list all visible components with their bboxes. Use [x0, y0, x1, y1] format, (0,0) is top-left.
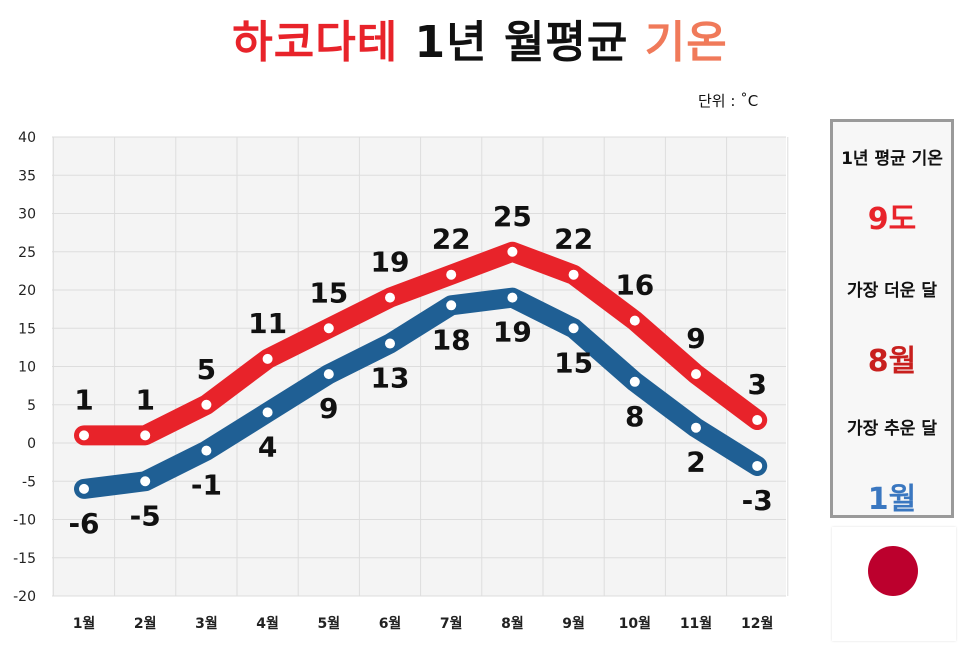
y-tick-label: 25	[18, 245, 36, 261]
unit-label: 단위 : ˚C	[698, 92, 759, 110]
y-tick-label: 35	[18, 168, 36, 184]
data-point-high	[261, 352, 274, 365]
data-point-low	[200, 444, 213, 457]
data-point-low	[261, 406, 274, 419]
data-label-high: 3	[747, 368, 766, 401]
x-tick-label: 12월	[741, 615, 773, 632]
annual-average-label: 1년 평균 기온	[841, 149, 943, 169]
data-label-low: 2	[686, 446, 705, 479]
x-tick-label: 5월	[317, 615, 340, 632]
y-tick-label: -10	[13, 513, 36, 529]
data-point-low	[445, 299, 458, 312]
data-label-low: 4	[258, 430, 277, 463]
y-tick-label: 5	[27, 398, 36, 414]
data-point-low	[628, 375, 641, 388]
data-label-high: 22	[554, 223, 593, 256]
data-label-low: 19	[493, 316, 532, 349]
data-point-low	[690, 421, 702, 434]
title-suffix: 기온	[644, 17, 728, 68]
data-point-high	[628, 314, 641, 327]
data-label-high: 1	[135, 383, 154, 416]
summary-panel: 1년 평균 기온 9도 가장 더운 달 8월 가장 추운 달 1월	[830, 119, 954, 518]
data-label-low: -6	[68, 507, 99, 540]
data-label-high: 11	[248, 307, 287, 340]
data-point-high	[322, 322, 335, 335]
data-label-low: 13	[371, 362, 410, 395]
y-axis-ticks: 40 35 30 25 20 15 10 5 0 -5 -10 -15 -20	[13, 130, 36, 605]
coldest-month-label: 가장 추운 달	[846, 419, 938, 439]
y-tick-label: 20	[18, 283, 36, 299]
data-point-high	[506, 245, 519, 258]
data-label-high: 19	[371, 246, 410, 279]
data-label-low: 15	[554, 346, 593, 379]
x-tick-label: 6월	[379, 615, 402, 632]
data-label-low: 9	[319, 392, 338, 425]
series-lines	[74, 241, 768, 499]
data-point-low	[751, 459, 764, 472]
series-line-low	[74, 287, 768, 499]
data-label-low: 18	[432, 323, 471, 356]
y-tick-label: -15	[13, 551, 36, 567]
annual-average-value: 9도	[867, 202, 917, 237]
data-label-high: 15	[309, 276, 348, 309]
x-tick-label: 4월	[256, 615, 279, 632]
hottest-month-value: 8월	[867, 344, 917, 379]
x-tick-label: 2월	[134, 615, 157, 632]
y-tick-label: 30	[18, 207, 36, 223]
title-city: 하코다테	[232, 17, 399, 68]
x-tick-label: 8월	[501, 615, 524, 632]
data-point-low	[567, 322, 580, 335]
data-label-high: 22	[432, 223, 471, 256]
hottest-month-label: 가장 더운 달	[846, 281, 938, 301]
data-label-low: 8	[625, 400, 644, 433]
flag-red-disc	[868, 546, 918, 596]
chart-grid	[52, 136, 789, 597]
data-point-low	[322, 368, 335, 381]
data-point-low	[506, 291, 519, 304]
data-label-low: -3	[742, 484, 773, 517]
data-point-high	[200, 398, 213, 411]
series-line-high	[74, 241, 768, 446]
y-tick-label: 40	[18, 130, 36, 146]
data-point-low	[384, 337, 396, 350]
x-tick-label: 1월	[73, 615, 96, 632]
x-tick-label: 7월	[440, 615, 463, 632]
y-tick-label: 10	[18, 360, 36, 376]
data-point-high	[751, 414, 764, 427]
data-point-low	[78, 482, 90, 495]
x-tick-label: 3월	[195, 615, 218, 632]
data-label-high: 25	[493, 200, 532, 233]
data-point-high	[690, 368, 702, 381]
x-tick-label: 10월	[619, 615, 651, 632]
data-label-high: 9	[686, 322, 705, 355]
japan-flag	[832, 527, 956, 641]
data-point-high	[445, 268, 458, 281]
y-tick-label: -5	[22, 474, 36, 490]
data-point-high	[384, 291, 396, 304]
coldest-month-value: 1월	[867, 482, 917, 517]
data-label-high: 1	[74, 383, 93, 416]
y-tick-label: 15	[18, 321, 36, 337]
data-label-high: 16	[615, 269, 654, 302]
data-label-low: -1	[191, 469, 222, 502]
x-tick-label: 11월	[680, 615, 712, 632]
chart-title: 하코다테 1년 월평균 기온	[0, 6, 960, 70]
data-label-low: -5	[130, 499, 161, 532]
data-point-high	[78, 429, 90, 442]
data-point-low	[139, 475, 152, 488]
data-point-high	[567, 268, 580, 281]
x-tick-label: 9월	[562, 615, 585, 632]
x-axis-ticks: 1월 2월 3월 4월 5월 6월 7월 8월 9월 10월 11월 12월	[73, 615, 774, 632]
data-label-high: 5	[197, 353, 216, 386]
y-tick-label: -20	[13, 589, 36, 605]
title-middle: 1년 월평균	[398, 17, 645, 68]
y-tick-label: 0	[27, 436, 36, 452]
data-point-high	[139, 429, 152, 442]
